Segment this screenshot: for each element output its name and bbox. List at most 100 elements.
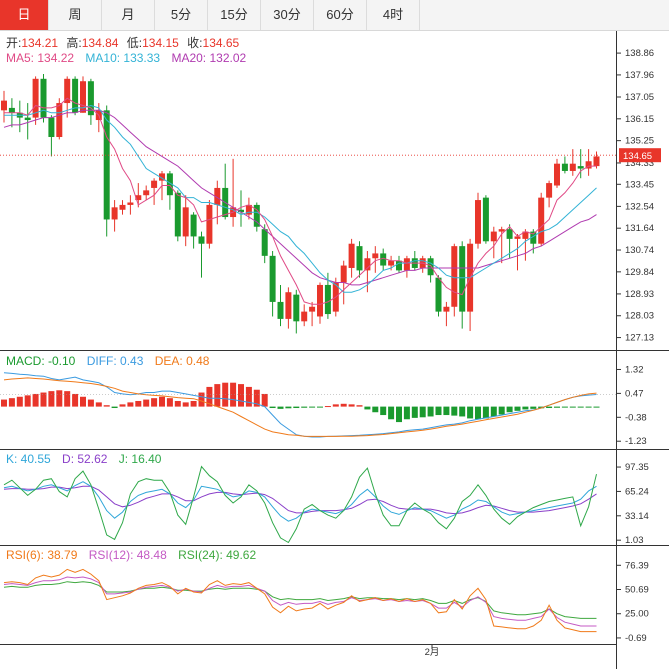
low-value: 134.15 bbox=[142, 36, 179, 50]
price-tick-label-8: 131.64 bbox=[625, 223, 654, 234]
macd-bar bbox=[40, 392, 47, 407]
macd-bar bbox=[340, 403, 347, 407]
tab-60min[interactable]: 60分 bbox=[314, 0, 367, 30]
macd-bar bbox=[182, 402, 189, 407]
macd-bar bbox=[253, 389, 260, 407]
candle-body bbox=[198, 236, 205, 244]
macd-bar bbox=[561, 406, 568, 408]
j-line bbox=[3, 465, 597, 544]
high-value: 134.84 bbox=[82, 36, 119, 50]
macd-bar bbox=[482, 406, 489, 419]
candle-body bbox=[174, 192, 181, 237]
candle-body bbox=[585, 161, 592, 169]
candle-body bbox=[403, 258, 410, 271]
candle-body bbox=[427, 258, 434, 276]
macd-bar bbox=[174, 400, 181, 407]
macd-bar bbox=[301, 406, 308, 408]
macd-bar bbox=[190, 400, 197, 407]
macd-bar bbox=[419, 406, 426, 418]
candle-body bbox=[340, 265, 347, 283]
candle-body bbox=[151, 180, 158, 188]
macd-bar bbox=[56, 390, 63, 407]
macd-bar bbox=[111, 406, 118, 409]
k-line bbox=[3, 481, 597, 522]
candle-body bbox=[135, 195, 142, 201]
d-value: D: 52.62 bbox=[62, 452, 108, 466]
tab-day[interactable]: 日 bbox=[0, 0, 49, 30]
candle-body bbox=[143, 190, 150, 196]
macd-bar bbox=[317, 406, 323, 408]
ma5-legend: MA5: 134.22 bbox=[6, 51, 74, 65]
candle-body bbox=[498, 229, 505, 232]
macd-bar bbox=[198, 392, 205, 407]
macd-bar bbox=[238, 384, 244, 407]
ma-legend: MA5: 134.22 MA10: 133.33 MA20: 132.02 bbox=[6, 51, 246, 65]
candle-body bbox=[522, 231, 529, 239]
d-line bbox=[3, 485, 597, 515]
diff-value: DIFF: 0.43 bbox=[87, 354, 144, 368]
price-tick-label-10: 129.84 bbox=[625, 267, 654, 278]
macd-bar bbox=[498, 406, 505, 415]
rsi-pane: 76.39 50.69 25.00 -0.69 bbox=[3, 560, 649, 644]
price-tick-label-7: 132.54 bbox=[625, 201, 654, 212]
tab-4hour[interactable]: 4时 bbox=[367, 0, 420, 30]
tab-5min[interactable]: 5分 bbox=[155, 0, 208, 30]
macd-tick-label-2: -0.38 bbox=[625, 412, 647, 423]
candle-body bbox=[490, 231, 497, 242]
macd-bar bbox=[151, 398, 158, 407]
candle-body bbox=[1, 100, 7, 111]
macd-bar bbox=[522, 406, 529, 410]
candle-body bbox=[475, 200, 481, 244]
ohlc-readout: 开:134.21 高:134.84 低:134.15 收:134.65 bbox=[6, 35, 240, 50]
tab-week[interactable]: 周 bbox=[49, 0, 102, 30]
macd-tick-label-3: -1.23 bbox=[625, 436, 647, 447]
open-label: 开: bbox=[6, 36, 21, 50]
pane-frames bbox=[0, 31, 669, 669]
macd-bar bbox=[245, 386, 252, 407]
kdj-tick-label-0: 97.35 bbox=[625, 462, 649, 473]
tab-30min[interactable]: 30分 bbox=[261, 0, 314, 30]
rsi-tick-label-3: -0.69 bbox=[625, 633, 647, 644]
ma20-line bbox=[3, 109, 597, 286]
macd-bar bbox=[95, 402, 102, 407]
candle-body bbox=[530, 231, 537, 244]
candle-body bbox=[111, 207, 118, 220]
macd-tick-label-0: 1.32 bbox=[625, 364, 644, 375]
macd-bar bbox=[135, 400, 142, 407]
tab-15min[interactable]: 15分 bbox=[208, 0, 261, 30]
candle-body bbox=[348, 243, 355, 268]
ma10-line bbox=[4, 104, 597, 293]
rsi6-line bbox=[3, 568, 597, 633]
rsi24-line bbox=[3, 581, 597, 619]
macd-bar bbox=[143, 399, 150, 407]
macd-bar bbox=[64, 391, 71, 407]
macd-bar bbox=[230, 382, 237, 407]
macd-bar bbox=[32, 393, 39, 407]
candle-body bbox=[159, 173, 165, 181]
macd-bar bbox=[530, 406, 537, 409]
stock-chart[interactable]: 138.86 137.96 137.05 136.15 135.25 134.33 133.… bbox=[0, 31, 669, 669]
macd-bar bbox=[538, 406, 545, 409]
macd-bar bbox=[206, 386, 213, 407]
rsi12-value: RSI(12): 48.48 bbox=[89, 548, 167, 562]
price-tick-label-1: 137.96 bbox=[625, 70, 654, 81]
candle-body bbox=[285, 292, 292, 319]
price-tick-label-11: 128.93 bbox=[625, 289, 654, 300]
candle-body bbox=[435, 277, 442, 312]
kdj-tick-label-1: 65.24 bbox=[625, 486, 649, 497]
candle-body bbox=[64, 78, 71, 104]
macd-bar bbox=[80, 396, 86, 407]
kdj-legend: K: 40.55 D: 52.62 J: 16.40 bbox=[6, 452, 162, 466]
candle-body bbox=[459, 246, 466, 312]
rsi-tick-label-1: 50.69 bbox=[625, 585, 649, 596]
tab-month[interactable]: 月 bbox=[102, 0, 155, 30]
candle-body bbox=[593, 156, 600, 167]
k-value: K: 40.55 bbox=[6, 452, 51, 466]
macd-bar bbox=[585, 406, 592, 408]
candle-body bbox=[317, 284, 323, 317]
price-tick-label-5: 134.33 bbox=[625, 158, 654, 169]
price-tick-label-13: 127.13 bbox=[625, 333, 654, 344]
rsi12-line bbox=[3, 576, 597, 627]
high-label: 高: bbox=[66, 35, 81, 50]
macd-bar bbox=[277, 406, 284, 409]
